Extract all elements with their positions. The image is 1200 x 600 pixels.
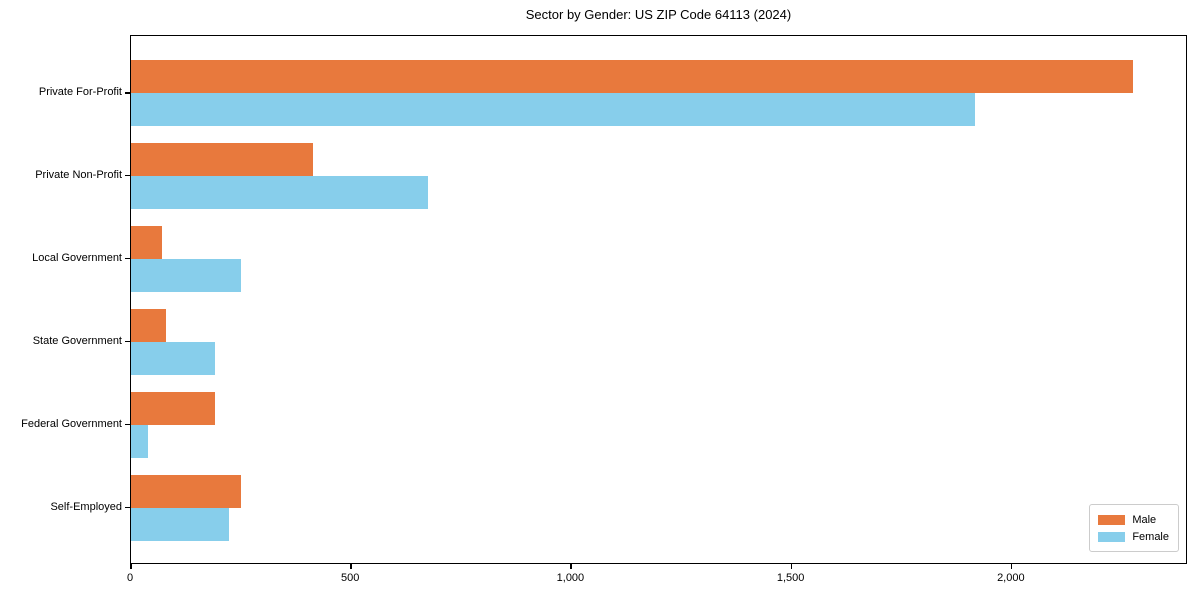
chart-title: Sector by Gender: US ZIP Code 64113 (202… <box>525 7 792 22</box>
y-tick-mark <box>125 340 130 343</box>
bar-female-local-government <box>131 258 241 292</box>
legend-swatch-female <box>1098 531 1126 542</box>
bar-female-state-government <box>131 341 215 375</box>
bar-male-state-government <box>131 308 167 342</box>
x-tick-label-500: 500 <box>341 572 360 584</box>
x-tick-mark <box>1010 564 1013 569</box>
legend-label-female: Female <box>1132 530 1169 543</box>
y-tick-label-private-for-profit: Private For-Profit <box>38 86 122 98</box>
y-tick-label-federal-government: Federal Government <box>21 417 122 430</box>
y-tick-label-state-government: State Government <box>32 334 122 347</box>
y-tick-mark <box>125 92 130 94</box>
y-tick-mark <box>125 423 130 426</box>
x-tick-label-0: 0 <box>126 572 134 584</box>
x-tick-mark <box>350 564 352 569</box>
x-tick-label-2000: 2,000 <box>997 572 1025 584</box>
bar-male-local-government <box>131 225 162 259</box>
legend-swatch-male <box>1098 514 1126 525</box>
x-tick-mark <box>570 564 572 569</box>
y-tick-mark <box>125 174 130 177</box>
bar-female-private-non-profit <box>131 175 428 209</box>
x-tick-label-1500: 1,500 <box>776 572 805 584</box>
bar-male-private-for-profit <box>131 60 1134 93</box>
bar-male-self-employed <box>131 474 241 508</box>
y-tick-label-private-non-profit: Private Non-Profit <box>35 168 122 181</box>
legend-label-male: Male <box>1132 513 1157 526</box>
y-tick-label-local-government: Local Government <box>32 251 122 264</box>
x-tick-mark <box>790 564 793 569</box>
y-tick-mark <box>125 506 130 509</box>
x-tick-mark <box>130 564 132 569</box>
legend-entry-male: Male <box>1098 511 1169 528</box>
plot-area: Male Female <box>130 35 1187 564</box>
y-tick-label-self-employed: Self-Employed <box>50 500 122 513</box>
x-tick-label-1000: 1,000 <box>556 572 585 584</box>
bar-male-federal-government <box>131 391 215 425</box>
legend: Male Female <box>1089 504 1179 552</box>
bar-male-private-non-profit <box>131 142 314 176</box>
legend-entry-female: Female <box>1098 528 1169 545</box>
bar-female-self-employed <box>131 507 229 541</box>
y-tick-mark <box>125 257 130 260</box>
bar-female-federal-government <box>131 424 148 458</box>
bar-female-private-for-profit <box>131 93 975 126</box>
